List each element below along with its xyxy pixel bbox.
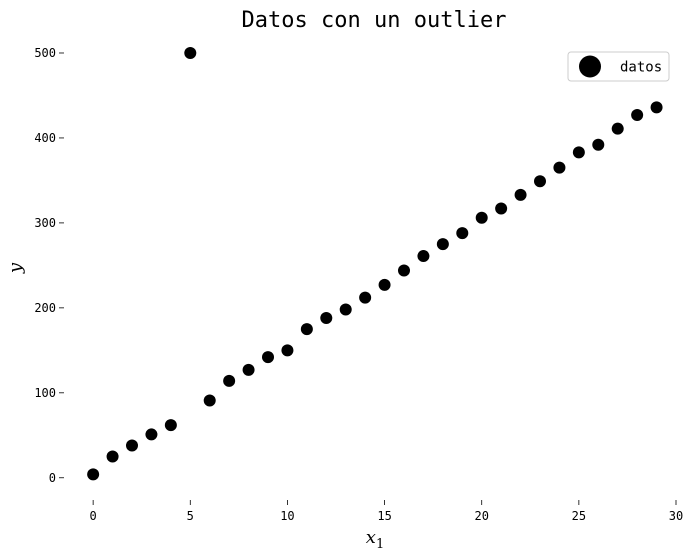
- y-axis-label: y: [5, 262, 26, 274]
- x-tick-label: 25: [572, 509, 586, 523]
- data-point: [495, 202, 508, 215]
- data-point: [126, 439, 138, 452]
- data-point: [145, 428, 158, 441]
- legend-marker: [579, 55, 601, 78]
- y-tick-label: 400: [34, 131, 56, 145]
- y-axis-ticks: 0 100 200 300 400 500: [34, 46, 64, 485]
- y-tick-label: 0: [49, 471, 56, 485]
- data-point: [417, 250, 430, 263]
- data-point: [456, 227, 469, 240]
- data-point: [164, 419, 177, 432]
- data-point: [242, 363, 255, 376]
- data-point: [475, 211, 488, 224]
- x-tick-label: 20: [474, 509, 488, 523]
- y-tick-label: 100: [34, 386, 56, 400]
- data-point: [359, 291, 372, 304]
- data-point: [436, 238, 449, 251]
- data-points: [87, 46, 663, 481]
- x-tick-label: 30: [669, 509, 683, 523]
- data-point: [87, 468, 100, 481]
- y-tick-label: 500: [34, 46, 56, 60]
- data-point: [300, 323, 313, 336]
- data-point: [203, 394, 216, 407]
- data-point: [223, 374, 236, 387]
- data-point: [631, 109, 644, 122]
- y-tick-label: 200: [34, 301, 56, 315]
- data-point: [184, 46, 197, 59]
- data-point: [262, 351, 274, 364]
- data-point: [378, 278, 391, 291]
- x-axis-label: x1: [366, 527, 384, 552]
- data-point: [553, 161, 566, 174]
- y-tick-label: 300: [34, 216, 56, 230]
- legend: datos: [567, 51, 670, 82]
- data-point: [534, 175, 546, 188]
- data-point: [106, 450, 119, 463]
- data-point: [572, 146, 585, 159]
- x-tick-label: 0: [90, 509, 97, 523]
- data-point: [650, 101, 663, 114]
- legend-label: datos: [620, 60, 662, 76]
- x-tick-label: 5: [187, 509, 194, 523]
- data-point: [592, 138, 605, 151]
- data-point: [339, 303, 352, 316]
- data-point: [514, 188, 527, 201]
- data-point: [281, 344, 294, 357]
- x-axis-ticks: 0 5 10 15 20 25 30: [90, 500, 683, 523]
- data-point: [398, 264, 410, 277]
- x-tick-label: 10: [280, 509, 294, 523]
- chart-title: Datos con un outlier: [242, 8, 507, 33]
- data-point: [320, 312, 333, 325]
- data-point: [611, 122, 624, 135]
- x-tick-label: 15: [377, 509, 391, 523]
